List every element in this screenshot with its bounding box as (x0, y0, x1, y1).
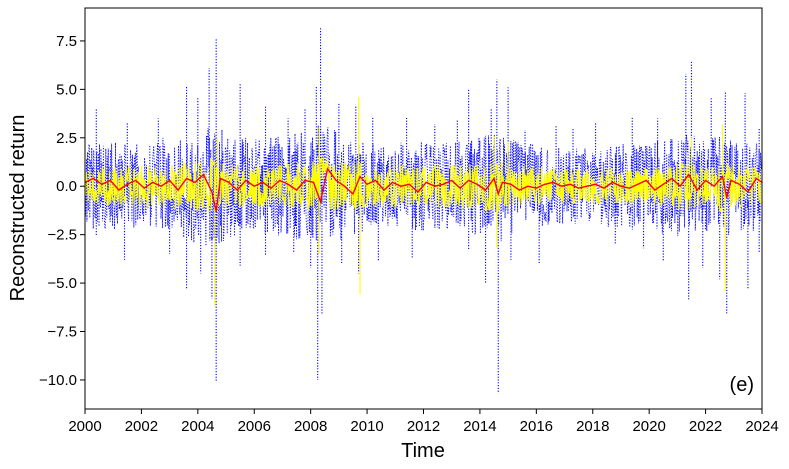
y-tick-label: −7.5 (47, 324, 77, 341)
x-tick-label: 2024 (745, 418, 778, 435)
y-tick-label: −2.5 (47, 227, 77, 244)
x-tick-label: 2012 (407, 418, 440, 435)
series-red (85, 167, 762, 212)
x-tick-label: 2010 (350, 418, 383, 435)
y-axis-label: Reconstructed return (7, 115, 29, 302)
series-layer (85, 27, 762, 394)
x-tick-label: 2018 (576, 418, 609, 435)
y-tick-label: 5.0 (56, 81, 77, 98)
x-tick-label: 2004 (181, 418, 214, 435)
y-tick-label: −10.0 (39, 372, 77, 389)
x-tick-label: 2008 (294, 418, 327, 435)
x-axis: 2000 2002 2004 2006 2008 2010 2012 2014 2016 2018… (68, 409, 779, 435)
x-tick-label: 2014 (463, 418, 496, 435)
x-tick-label: 2000 (68, 418, 101, 435)
x-tick-label: 2016 (520, 418, 553, 435)
y-tick-label: −5.0 (47, 275, 77, 292)
y-tick-label: 2.5 (56, 130, 77, 147)
x-tick-label: 2022 (689, 418, 722, 435)
x-tick-label: 2006 (238, 418, 271, 435)
series-red-line (85, 167, 762, 212)
x-axis-label: Time (401, 440, 445, 462)
panel-label: (e) (730, 374, 754, 396)
x-tick-label: 2020 (632, 418, 665, 435)
series-yellow-trace (85, 157, 762, 214)
y-tick-label: 0.0 (56, 178, 77, 195)
y-axis: −10.0 −7.5 −5.0 −2.5 0.0 2.5 5.0 7.5 (39, 33, 85, 389)
x-tick-label: 2002 (125, 418, 158, 435)
y-tick-label: 7.5 (56, 33, 77, 50)
